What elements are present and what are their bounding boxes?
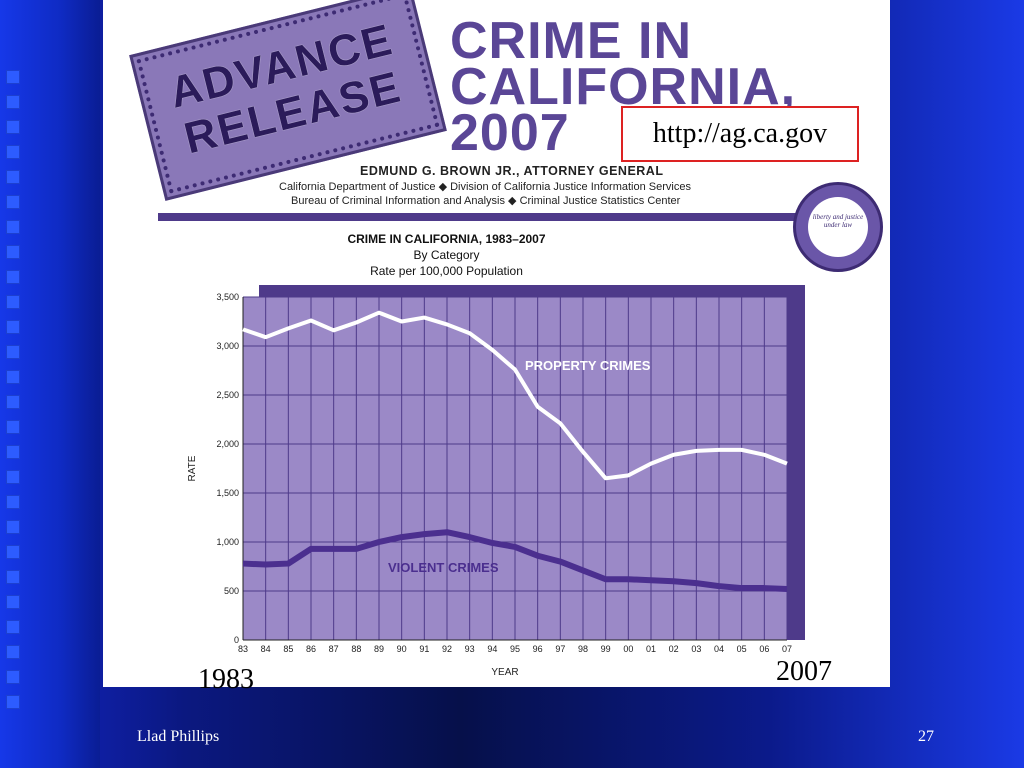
url-link[interactable]: http://ag.ca.gov [621,106,859,162]
decor-square [6,445,20,459]
decor-square [6,670,20,684]
x-tick-label: 99 [601,644,611,654]
y-tick-label: 0 [234,635,239,645]
x-tick-label: 02 [669,644,679,654]
x-tick-label: 84 [261,644,271,654]
x-tick-label: 05 [737,644,747,654]
chart-subtitle-2: Rate per 100,000 Population [370,264,523,278]
x-tick-label: 00 [623,644,633,654]
x-tick-label: 93 [465,644,475,654]
title-line2: CALIFORNIA, [450,58,797,116]
x-tick-label: 98 [578,644,588,654]
decor-square [6,645,20,659]
violent-crimes-line [242,529,788,593]
dept-line2: Bureau of Criminal Information and Analy… [291,195,681,207]
decor-square [6,320,20,334]
x-tick-label: 85 [283,644,293,654]
decor-square [6,470,20,484]
x-tick-label: 97 [555,644,565,654]
decor-square [6,395,20,409]
annotation-1983: 1983 [198,664,254,695]
x-tick-label: 95 [510,644,520,654]
x-tick-label: 88 [351,644,361,654]
x-tick-label: 01 [646,644,656,654]
decor-square [6,95,20,109]
x-tick-label: 86 [306,644,316,654]
decor-square [6,595,20,609]
dept-line1: California Department of Justice ◆ Divis… [279,181,691,193]
header-divider [158,213,858,221]
y-tick-label: 2,500 [216,390,239,400]
y-tick-label: 3,500 [216,292,239,302]
title-line3: 2007 [450,104,570,162]
x-tick-label: 03 [691,644,701,654]
report-image: ADVANCE RELEASE CRIME IN CALIFORNIA, 200… [103,0,890,695]
decor-square [6,420,20,434]
decor-square [6,70,20,84]
decor-square [6,695,20,709]
y-tick-label: 500 [224,586,239,596]
x-tick-label: 96 [533,644,543,654]
y-tick-label: 1,500 [216,488,239,498]
decor-square [6,520,20,534]
decor-square [6,195,20,209]
y-tick-label: 2,000 [216,439,239,449]
decor-square [6,570,20,584]
decor-squares [6,70,22,720]
x-tick-label: 83 [238,644,248,654]
x-tick-label: 92 [442,644,452,654]
decor-square [6,170,20,184]
x-tick-label: 07 [782,644,792,654]
decor-square [6,245,20,259]
y-tick-label: 1,000 [216,537,239,547]
y-tick-label: 3,000 [216,341,239,351]
x-tick-label: 06 [759,644,769,654]
decor-square [6,145,20,159]
x-tick-label: 04 [714,644,724,654]
property-crimes-line [242,310,788,481]
x-tick-label: 94 [487,644,497,654]
attorney-general-line: EDMUND G. BROWN JR., ATTORNEY GENERAL [360,164,664,178]
property-crimes-label: PROPERTY CRIMES [525,358,651,373]
decor-square [6,495,20,509]
footer-author: Llad Phillips [137,728,220,745]
doj-seal-icon: liberty and justice under law [793,182,883,272]
decor-square [6,545,20,559]
violent-crimes-label: VIOLENT CRIMES [388,560,499,575]
left-decor-band [0,0,100,768]
x-tick-label: 87 [329,644,339,654]
x-tick-label: 91 [419,644,429,654]
decor-square [6,345,20,359]
y-axis-label: RATE [187,455,198,481]
decor-square [6,270,20,284]
page-number: 27 [918,728,934,745]
seal-motto: liberty and justice under law [812,213,864,229]
seal-inner: liberty and justice under law [808,197,868,257]
title-line1: CRIME IN [450,12,692,70]
decor-square [6,120,20,134]
chart-subtitle-1: By Category [413,248,480,262]
decor-square [6,620,20,634]
decor-square [6,220,20,234]
x-tick-label: 90 [397,644,407,654]
decor-square [6,370,20,384]
decor-square [6,295,20,309]
annotation-2007: 2007 [776,656,832,687]
x-tick-label: 89 [374,644,384,654]
x-axis-label: YEAR [491,667,518,678]
report-title: CRIME IN CALIFORNIA, 2007 [450,12,797,162]
chart-title: CRIME IN CALIFORNIA, 1983–2007 [347,232,546,246]
